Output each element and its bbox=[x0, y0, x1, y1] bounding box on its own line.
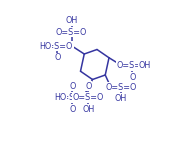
Text: O=S=O: O=S=O bbox=[105, 82, 137, 91]
Text: O: O bbox=[69, 105, 75, 114]
Text: OH: OH bbox=[138, 61, 151, 70]
Text: O=S=O: O=S=O bbox=[57, 93, 88, 102]
Text: O=S=O: O=S=O bbox=[117, 61, 148, 70]
Text: O=S=O: O=S=O bbox=[73, 93, 104, 102]
Text: O=S=O: O=S=O bbox=[42, 42, 73, 51]
Text: OH: OH bbox=[115, 94, 127, 103]
Text: O: O bbox=[85, 82, 92, 91]
Text: O: O bbox=[54, 53, 60, 62]
Text: O=S=O: O=S=O bbox=[56, 28, 87, 37]
Text: HO: HO bbox=[39, 42, 51, 51]
Text: OH: OH bbox=[82, 105, 94, 114]
Text: HO: HO bbox=[54, 93, 66, 102]
Text: OH: OH bbox=[65, 16, 78, 25]
Text: O: O bbox=[69, 82, 75, 91]
Text: O: O bbox=[129, 73, 135, 82]
